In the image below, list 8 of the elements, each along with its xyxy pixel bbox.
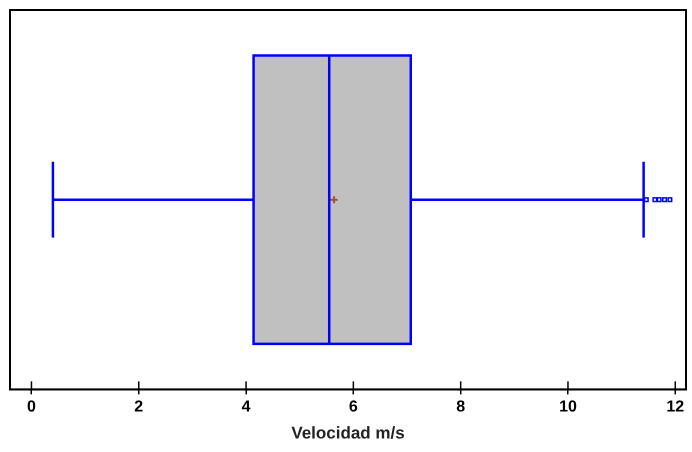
x-tick-label: 10 xyxy=(559,398,577,416)
x-tick-label: 4 xyxy=(242,398,251,416)
x-tick-label: 6 xyxy=(348,398,358,416)
x-tick-label: 12 xyxy=(666,398,684,416)
x-tick-label: 2 xyxy=(134,398,144,416)
x-tick-label: 8 xyxy=(456,398,466,416)
x-axis-title: Velocidad m/s xyxy=(291,423,405,442)
x-tick-label: 0 xyxy=(27,398,36,416)
